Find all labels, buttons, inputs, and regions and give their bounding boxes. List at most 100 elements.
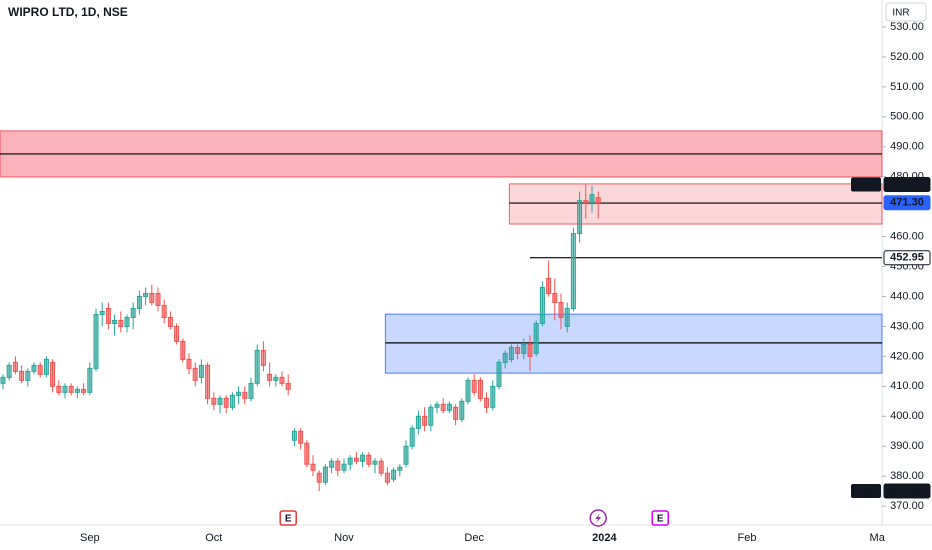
x-tick-label: Feb bbox=[738, 532, 757, 544]
candle-body bbox=[515, 346, 521, 354]
candle-body bbox=[546, 278, 552, 294]
candle-body bbox=[409, 427, 415, 447]
x-tick-label: Nov bbox=[334, 532, 354, 544]
y-tick-label: 400.00 bbox=[890, 410, 924, 422]
candle-body bbox=[155, 292, 161, 306]
candle-body bbox=[229, 394, 235, 408]
price-label: 375.05 bbox=[890, 485, 924, 497]
x-tick-label: Oct bbox=[205, 532, 222, 544]
candle-body bbox=[118, 319, 124, 327]
candle-body bbox=[68, 385, 74, 393]
candle-body bbox=[533, 322, 539, 354]
currency-box[interactable] bbox=[885, 2, 927, 22]
chart-title: WIPRO LTD, 1D, NSE bbox=[8, 5, 128, 19]
price-tag-box bbox=[851, 484, 881, 499]
candle-body bbox=[589, 194, 595, 205]
candle-body bbox=[471, 379, 477, 393]
candle-body bbox=[360, 454, 366, 462]
candle-body bbox=[322, 466, 328, 483]
candle-body bbox=[285, 382, 291, 390]
candle-body bbox=[260, 349, 266, 366]
candle-body bbox=[149, 292, 155, 303]
candle-body bbox=[174, 325, 180, 342]
candle-body bbox=[552, 292, 558, 303]
candle-body bbox=[465, 379, 471, 402]
candle-body bbox=[205, 364, 211, 399]
candle-body bbox=[527, 343, 533, 357]
candle-body bbox=[508, 346, 514, 360]
candle-body bbox=[279, 376, 285, 384]
candle-body bbox=[6, 364, 12, 378]
candle-body bbox=[192, 367, 198, 381]
candle-body bbox=[248, 382, 254, 399]
candle-body bbox=[595, 197, 601, 204]
candle-body bbox=[490, 385, 496, 408]
candle-body bbox=[12, 361, 18, 372]
candle-body bbox=[477, 379, 483, 399]
candle-body bbox=[459, 400, 465, 420]
candle-body bbox=[353, 457, 359, 462]
candle-body bbox=[347, 457, 353, 465]
y-tick-label: 510.00 bbox=[890, 81, 924, 93]
y-tick-label: 390.00 bbox=[890, 440, 924, 452]
y-tick-label: 380.00 bbox=[890, 470, 924, 482]
candle-body bbox=[384, 472, 390, 483]
candle-body bbox=[484, 397, 490, 408]
candle-body bbox=[81, 388, 87, 393]
candle-body bbox=[316, 472, 322, 483]
candle-body bbox=[335, 460, 341, 471]
candle-body bbox=[198, 364, 204, 378]
x-tick-label: Sep bbox=[80, 532, 100, 544]
candle-body bbox=[372, 460, 378, 465]
candle-body bbox=[391, 469, 397, 480]
candle-body bbox=[583, 200, 589, 205]
candle-body bbox=[217, 397, 223, 405]
candle-body bbox=[273, 376, 279, 381]
candle-body bbox=[31, 364, 37, 372]
price-label-box bbox=[883, 195, 931, 211]
candle-body bbox=[43, 358, 49, 375]
candle-body bbox=[211, 397, 217, 405]
candle-body bbox=[99, 310, 105, 315]
candle-body bbox=[167, 316, 173, 327]
x-tick-label: 2024 bbox=[592, 532, 617, 544]
candle-body bbox=[577, 200, 583, 235]
candle-body bbox=[130, 307, 136, 318]
zone bbox=[384, 313, 883, 374]
currency[interactable]: INR bbox=[892, 8, 909, 19]
candle-body bbox=[378, 460, 384, 474]
y-tick-label: 440.00 bbox=[890, 290, 924, 302]
event-box bbox=[279, 510, 297, 526]
price-label-box bbox=[883, 250, 931, 266]
candle-body bbox=[453, 406, 459, 420]
candle-body bbox=[304, 442, 310, 465]
candle-body bbox=[19, 370, 25, 381]
candle-body bbox=[50, 361, 56, 387]
candle-body bbox=[496, 361, 502, 387]
x-tick-label: Dec bbox=[464, 532, 484, 544]
candle-body bbox=[124, 316, 130, 327]
candle-body bbox=[25, 370, 31, 381]
candle-body bbox=[298, 430, 304, 444]
candle-body bbox=[415, 415, 421, 429]
candle-body bbox=[341, 463, 347, 471]
price-label-box bbox=[883, 176, 931, 192]
candle-body bbox=[223, 397, 229, 408]
candle-body bbox=[564, 307, 570, 327]
candle-body bbox=[502, 352, 508, 363]
y-tick-label: 520.00 bbox=[890, 51, 924, 63]
candle-body bbox=[440, 403, 446, 411]
candle-body bbox=[0, 376, 6, 384]
candle-body bbox=[143, 292, 149, 297]
y-tick-label: 490.00 bbox=[890, 141, 924, 153]
y-tick-label: 370.00 bbox=[890, 500, 924, 512]
candle-body bbox=[56, 385, 62, 393]
candle-body bbox=[37, 364, 43, 375]
event-box bbox=[651, 510, 669, 526]
event-label: E bbox=[285, 514, 292, 525]
candle-body bbox=[267, 373, 273, 381]
candle-body bbox=[62, 385, 68, 393]
price-label: 471.30 bbox=[890, 197, 924, 209]
price-label-box bbox=[883, 483, 931, 499]
